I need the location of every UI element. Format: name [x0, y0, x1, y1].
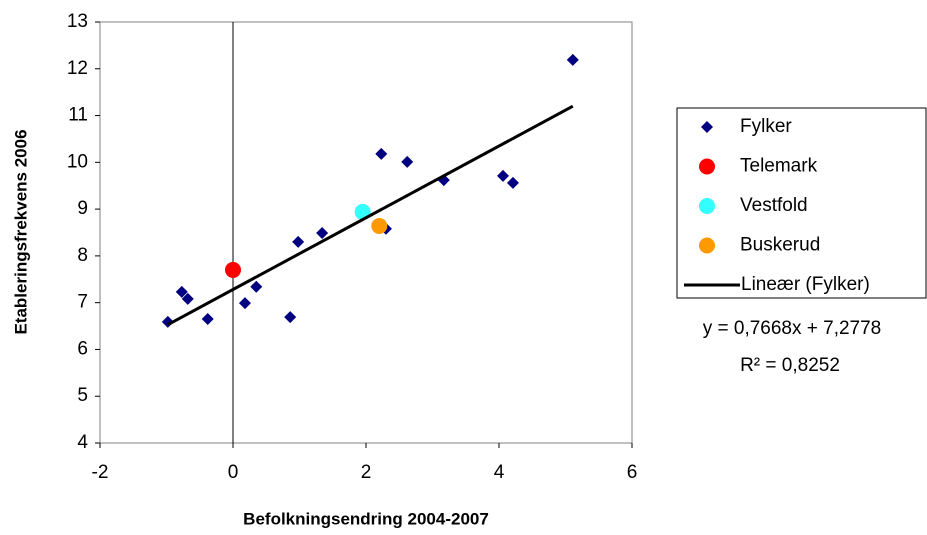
- y-tick-label: 8: [77, 245, 88, 266]
- legend-label: Vestfold: [740, 195, 808, 216]
- legend-marker: [701, 121, 713, 133]
- legend-label: Buskerud: [740, 235, 820, 256]
- plot-area: [99, 21, 633, 444]
- y-tick-label: 12: [67, 58, 88, 79]
- legend-box: [676, 107, 927, 299]
- y-tick-label: 13: [67, 11, 88, 32]
- diamond-marker: [201, 313, 214, 326]
- diamond-marker: [506, 176, 519, 189]
- r-squared: R² = 0,8252: [740, 355, 840, 376]
- diamond-marker: [250, 280, 263, 293]
- circle-marker: [371, 217, 388, 234]
- x-tick-label: 2: [361, 462, 372, 483]
- legend-marker: [699, 158, 715, 175]
- x-tick-label: 0: [228, 462, 239, 483]
- y-tick-label: 5: [77, 385, 88, 406]
- y-tick-label: 6: [77, 338, 88, 359]
- trend-equation: y = 0,7668x + 7,2778: [703, 318, 882, 339]
- diamond-marker: [566, 53, 579, 66]
- y-tick-label: 7: [77, 292, 88, 313]
- diamond-marker: [401, 155, 414, 168]
- legend-marker: [699, 198, 715, 214]
- x-tick-label: -2: [92, 462, 109, 483]
- legend-label: Lineær (Fylker): [741, 274, 870, 295]
- y-tick-label: 4: [77, 432, 88, 453]
- y-axis-title: Etableringsfrekvens 2006: [11, 129, 30, 334]
- trend-line: [167, 104, 574, 326]
- legend-label: Fylker: [740, 116, 792, 137]
- y-tick-label: 9: [77, 198, 88, 219]
- diamond-marker: [161, 315, 174, 328]
- y-tick-label: 10: [67, 151, 88, 172]
- diamond-marker: [284, 311, 297, 324]
- x-tick-label: 4: [494, 462, 505, 483]
- legend-label: Telemark: [740, 156, 818, 177]
- x-axis-title: Befolkningsendring 2004-2007: [243, 509, 489, 528]
- diamond-marker: [316, 226, 329, 239]
- diamond-marker: [375, 147, 388, 160]
- y-tick-label: 11: [68, 105, 88, 126]
- diamond-marker: [292, 235, 305, 248]
- legend-marker: [699, 237, 715, 254]
- diamond-marker: [175, 285, 188, 298]
- diamond-marker: [181, 292, 194, 305]
- diamond-marker: [238, 297, 251, 310]
- x-tick-label: 6: [627, 462, 638, 483]
- diamond-marker: [496, 169, 509, 182]
- circle-marker: [225, 261, 241, 278]
